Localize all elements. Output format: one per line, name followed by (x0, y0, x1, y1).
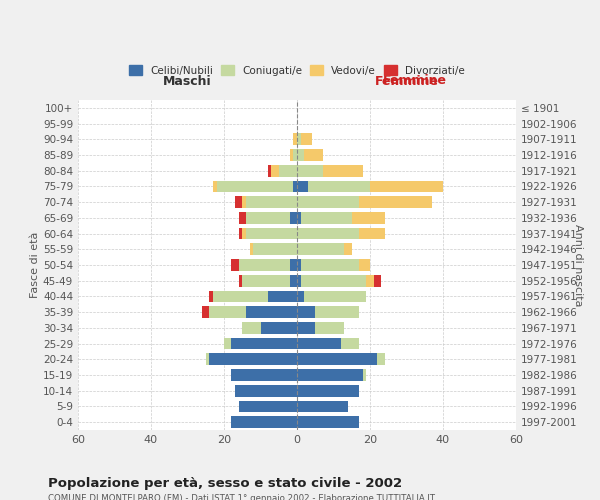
Text: Maschi: Maschi (163, 76, 212, 88)
Bar (315, 306, 359, 318)
Bar (297, 212, 301, 224)
Bar (235, 385, 297, 396)
Bar (242, 322, 260, 334)
Bar (250, 244, 253, 255)
Bar (209, 306, 246, 318)
Bar (359, 196, 432, 208)
Bar (239, 212, 246, 224)
Bar (209, 354, 297, 365)
Bar (297, 354, 377, 365)
Bar (232, 259, 239, 271)
Bar (290, 212, 297, 224)
Bar (209, 290, 213, 302)
Bar (297, 306, 315, 318)
Bar (202, 306, 209, 318)
Bar (268, 290, 297, 302)
Bar (260, 322, 297, 334)
Bar (224, 338, 232, 349)
Bar (344, 244, 352, 255)
Bar (297, 165, 323, 176)
Bar (279, 165, 297, 176)
Bar (297, 385, 359, 396)
Bar (232, 338, 297, 349)
Bar (297, 196, 359, 208)
Bar (301, 134, 311, 145)
Bar (301, 275, 367, 286)
Bar (301, 259, 359, 271)
Bar (359, 228, 385, 239)
Bar (239, 259, 290, 271)
Bar (362, 369, 367, 381)
Bar (246, 196, 297, 208)
Bar (242, 275, 290, 286)
Bar (370, 180, 443, 192)
Y-axis label: Fasce di età: Fasce di età (30, 232, 40, 298)
Bar (213, 180, 217, 192)
Bar (293, 180, 297, 192)
Bar (297, 228, 359, 239)
Bar (206, 354, 209, 365)
Bar (297, 259, 301, 271)
Text: Femmine: Femmine (374, 76, 439, 88)
Bar (297, 290, 304, 302)
Bar (293, 134, 297, 145)
Bar (239, 228, 242, 239)
Text: Popolazione per età, sesso e stato civile - 2002: Popolazione per età, sesso e stato civil… (48, 478, 402, 490)
Bar (315, 322, 344, 334)
Bar (242, 196, 246, 208)
Bar (374, 275, 381, 286)
Bar (246, 228, 297, 239)
Bar (290, 149, 293, 161)
Legend: Celibi/Nubili, Coniugati/e, Vedovi/e, Divorziati/e: Celibi/Nubili, Coniugati/e, Vedovi/e, Di… (126, 62, 468, 79)
Bar (217, 180, 293, 192)
Bar (268, 165, 271, 176)
Bar (341, 338, 359, 349)
Bar (232, 369, 297, 381)
Bar (304, 149, 323, 161)
Text: COMUNE DI MONTELPARO (FM) - Dati ISTAT 1° gennaio 2002 - Elaborazione TUTTITALIA: COMUNE DI MONTELPARO (FM) - Dati ISTAT 1… (48, 494, 435, 500)
Bar (297, 400, 348, 412)
Bar (239, 275, 242, 286)
Text: Femmine: Femmine (383, 74, 447, 87)
Bar (304, 290, 367, 302)
Bar (323, 165, 362, 176)
Bar (352, 212, 385, 224)
Bar (297, 134, 301, 145)
Bar (297, 322, 315, 334)
Bar (235, 196, 242, 208)
Bar (271, 165, 279, 176)
Bar (232, 416, 297, 428)
Bar (297, 369, 362, 381)
Bar (297, 338, 341, 349)
Bar (297, 244, 344, 255)
Bar (377, 354, 385, 365)
Bar (359, 259, 370, 271)
Bar (213, 290, 268, 302)
Bar (367, 275, 374, 286)
Bar (301, 212, 352, 224)
Bar (297, 180, 308, 192)
Bar (290, 275, 297, 286)
Bar (253, 244, 297, 255)
Bar (242, 228, 246, 239)
Bar (290, 259, 297, 271)
Bar (246, 306, 297, 318)
Bar (297, 416, 359, 428)
Bar (246, 212, 290, 224)
Bar (308, 180, 370, 192)
Bar (297, 275, 301, 286)
Bar (293, 149, 297, 161)
Bar (297, 149, 304, 161)
Y-axis label: Anni di nascita: Anni di nascita (573, 224, 583, 306)
Bar (239, 400, 297, 412)
